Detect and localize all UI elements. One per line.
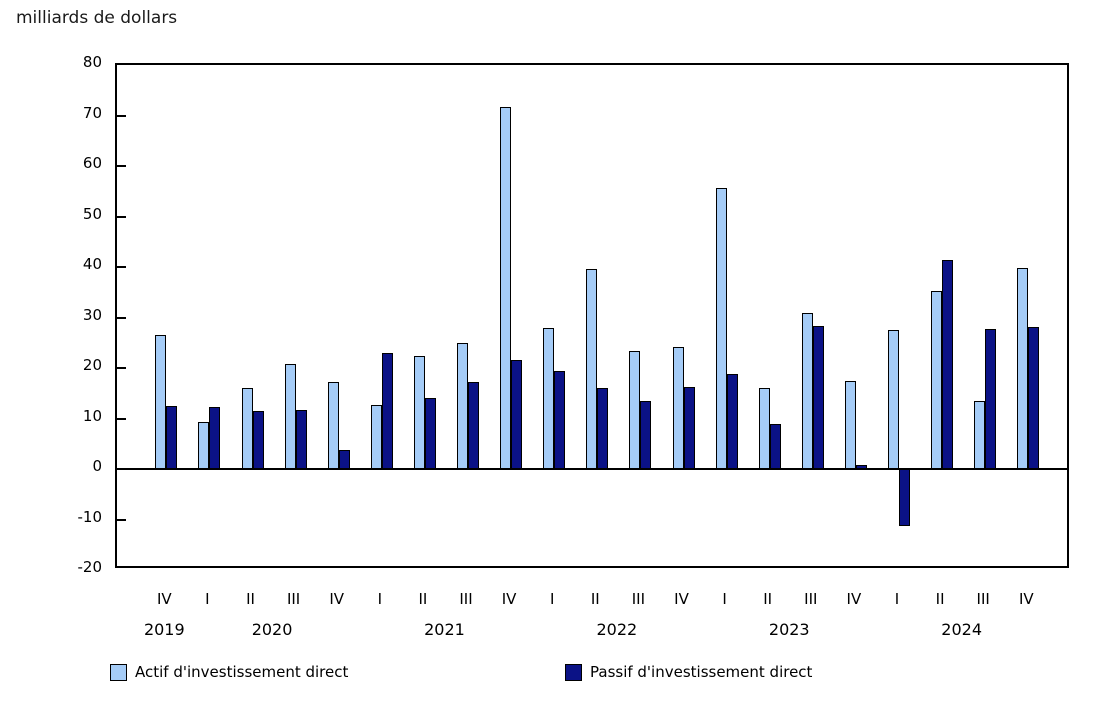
y-axis-tick-mark [117,367,126,369]
passif-bar-4 [338,449,350,469]
legend-item-actif: Actif d'investissement direct [110,662,348,682]
y-axis-tick-label: 70 [82,103,102,122]
passif-bar-6 [424,398,436,469]
x-axis-quarter-label: IV [501,590,517,608]
actif-bar-18 [931,291,943,469]
passif-bar-3 [295,410,307,469]
actif-bar-9 [543,328,555,469]
x-axis-quarter-label: III [459,590,473,608]
y-axis-tick-label: 50 [82,204,102,223]
y-axis-tick-mark [117,215,126,218]
y-axis-tick-mark [117,417,126,420]
x-axis-year-label: 2021 [424,620,465,639]
passif-bar-9 [554,371,566,469]
x-axis-quarter-label: II [418,590,428,608]
x-axis-year-label: 2023 [768,620,810,639]
passif-bar-12 [683,386,695,469]
x-axis-year-label: 2020 [251,620,293,639]
passif-bar-20 [1028,326,1040,469]
passif-bar-11 [640,400,652,469]
x-axis-quarter-label: IV [329,590,345,608]
actif-bar-2 [241,388,253,469]
y-axis-tick-label: 60 [82,154,102,172]
passif-bar-5 [381,353,393,469]
passif-legend-label: Passif d'investissement direct [590,663,813,681]
x-axis-quarter-label: IV [1018,590,1034,608]
x-axis-quarter-label: III [804,590,818,608]
x-axis-quarter-label: I [894,590,900,608]
x-axis-quarter-label: I [549,590,555,608]
y-axis-tick-label: 0 [92,457,102,475]
actif-bar-6 [413,356,425,469]
actif-bar-17 [888,330,899,469]
x-axis-quarter-label: III [286,590,301,608]
y-axis-tick-label: 40 [82,255,102,273]
y-axis-tick-mark [117,165,126,167]
plot-area [115,63,1069,568]
actif-bar-3 [284,364,296,469]
y-axis-tick-mark [117,316,126,319]
actif-bar-7 [457,343,468,469]
actif-bar-8 [500,107,512,469]
chart-title: milliards de dollars [16,8,178,28]
x-axis-quarter-label: II [246,590,255,608]
actif-bar-16 [844,380,856,469]
actif-bar-11 [629,350,641,469]
passif-bar-7 [468,382,479,469]
y-axis-tick-mark [117,518,126,521]
passif-legend-swatch [565,663,582,681]
x-axis-year-label: 2024 [941,620,982,639]
passif-bar-1 [209,407,221,469]
y-axis-tick-label: 20 [82,356,102,374]
y-axis-tick-label: -20 [77,558,103,576]
passif-bar-8 [511,360,523,469]
x-axis-quarter-label: II [935,590,945,608]
x-axis-quarter-label: I [722,590,727,608]
x-axis-quarter-label: IV [156,590,172,608]
x-axis-quarter-label: IV [674,590,689,608]
x-axis-quarter-label: IV [846,590,862,608]
passif-bar-0 [166,405,178,469]
x-axis-quarter-label: III [976,590,990,608]
y-axis-tick-label: 10 [82,406,102,425]
passif-bar-16 [855,464,867,469]
actif-legend-label: Actif d'investissement direct [135,663,349,681]
actif-bar-12 [672,346,684,469]
actif-bar-15 [801,313,813,469]
passif-bar-19 [985,329,997,469]
x-axis-quarter-label: III [631,590,646,608]
actif-bar-0 [155,334,167,469]
actif-bar-19 [974,400,986,469]
x-axis-quarter-label: I [377,590,383,608]
x-axis-year-label: 2022 [596,620,638,639]
actif-legend-swatch [110,663,127,681]
x-axis-quarter-label: I [205,590,210,608]
actif-bar-1 [198,421,210,469]
y-axis-tick-label: 80 [82,53,102,71]
actif-bar-20 [1017,267,1029,469]
actif-bar-5 [370,404,382,469]
y-axis-tick-label: 30 [82,305,102,324]
y-axis-tick-mark [117,114,126,117]
actif-bar-14 [758,387,770,469]
x-axis-quarter-label: II [590,590,600,608]
passif-bar-10 [597,388,609,469]
x-axis-quarter-label: II [763,590,773,608]
actif-bar-4 [327,381,339,469]
passif-bar-2 [252,410,264,469]
passif-bar-18 [942,260,954,469]
y-axis-tick-label: -10 [77,507,103,526]
y-axis-tick-mark [117,266,126,268]
passif-bar-14 [769,423,781,469]
passif-bar-17 [899,469,910,526]
x-axis-year-label: 2019 [143,620,185,639]
passif-bar-13 [726,374,738,469]
legend-item-passif: Passif d'investissement direct [565,662,812,682]
actif-bar-13 [715,188,727,469]
actif-bar-10 [586,269,598,469]
passif-bar-15 [812,325,824,469]
